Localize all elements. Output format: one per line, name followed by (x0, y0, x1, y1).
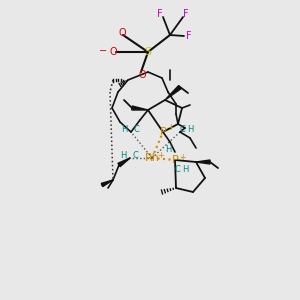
Text: C: C (133, 125, 139, 134)
Text: O: O (109, 47, 117, 57)
Text: H: H (165, 146, 171, 154)
Text: C: C (174, 166, 180, 175)
Text: S: S (144, 47, 152, 57)
Text: H: H (187, 125, 193, 134)
Text: −: − (99, 46, 107, 56)
Text: F: F (157, 9, 163, 19)
Polygon shape (101, 180, 113, 187)
Text: P: P (160, 127, 167, 137)
Polygon shape (165, 85, 181, 100)
Text: C: C (179, 125, 185, 134)
Text: P: P (172, 155, 178, 165)
Text: +: + (167, 122, 173, 131)
Text: F: F (183, 9, 189, 19)
Polygon shape (118, 158, 130, 167)
Text: O: O (118, 28, 126, 38)
Text: Rh: Rh (145, 153, 159, 163)
Text: H: H (120, 152, 126, 160)
Text: O: O (138, 70, 146, 80)
Text: F: F (186, 31, 192, 41)
Text: C: C (132, 152, 138, 160)
Text: +: + (158, 151, 164, 160)
Text: H: H (182, 166, 188, 175)
Polygon shape (196, 160, 210, 164)
Text: +: + (179, 152, 185, 161)
Polygon shape (132, 106, 148, 110)
Text: H: H (121, 125, 127, 134)
